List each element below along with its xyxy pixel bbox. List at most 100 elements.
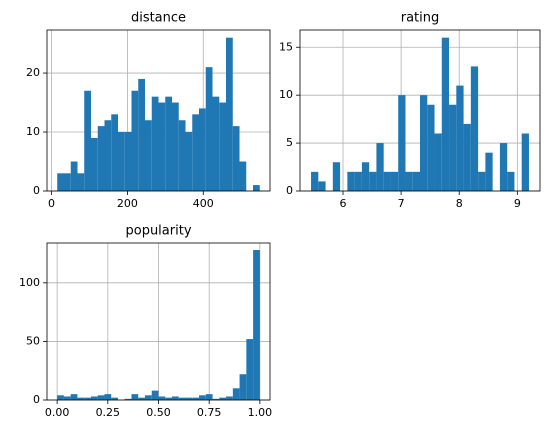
bar	[219, 397, 227, 400]
bar	[361, 162, 370, 191]
bar	[226, 396, 233, 400]
axes-frame	[299, 29, 541, 192]
bar	[97, 126, 105, 191]
x-tick-label: 0	[48, 197, 55, 210]
bar	[427, 104, 435, 191]
y-tick-label: 0	[33, 184, 40, 197]
bar	[253, 250, 260, 400]
bar	[441, 37, 450, 191]
y-tick-label: 5	[286, 136, 293, 149]
bar	[57, 395, 64, 400]
bar	[144, 395, 152, 400]
bar	[77, 173, 85, 191]
y-tick-label: 10	[279, 88, 293, 101]
bar	[212, 96, 220, 191]
bar	[507, 171, 515, 191]
bar	[90, 137, 98, 191]
bar	[172, 396, 179, 400]
x-tick-label: 6	[340, 197, 347, 210]
bar	[463, 123, 471, 191]
bar	[347, 171, 355, 191]
x-tick-label: 9	[514, 197, 521, 210]
x-tick-label: 1.00	[248, 406, 273, 419]
y-tick-label: 15	[279, 40, 293, 53]
bar	[499, 143, 508, 191]
bar	[165, 397, 173, 400]
bar	[158, 102, 166, 191]
y-tick-label: 0	[286, 184, 293, 197]
bar	[172, 102, 179, 191]
subplot-title: rating	[401, 11, 440, 26]
bar	[485, 152, 493, 191]
bar	[420, 95, 428, 191]
bar	[205, 394, 213, 400]
bar	[253, 185, 260, 191]
bar	[63, 396, 71, 400]
bar	[390, 171, 399, 191]
bar	[434, 133, 442, 191]
bar	[205, 67, 213, 191]
bar	[178, 120, 186, 191]
bar	[70, 394, 78, 400]
x-tick-label: 0.00	[45, 406, 70, 419]
subplot-title: popularity	[125, 224, 191, 239]
bar	[405, 171, 413, 191]
bar	[151, 96, 159, 191]
bar	[77, 397, 85, 400]
bar	[212, 398, 220, 400]
bar	[449, 104, 457, 191]
bar	[90, 396, 98, 400]
axes-frame	[46, 29, 271, 192]
bar	[138, 78, 145, 191]
bar	[84, 397, 91, 400]
bar	[144, 120, 152, 191]
bar	[246, 339, 254, 400]
bar	[185, 132, 193, 191]
bar	[412, 171, 420, 191]
x-tick-label: 400	[193, 197, 214, 210]
bar	[199, 395, 206, 400]
bar	[239, 374, 247, 400]
bar	[111, 114, 118, 191]
bar	[311, 171, 319, 191]
bar	[104, 120, 112, 191]
bar	[97, 395, 105, 400]
y-tick-label: 100	[19, 276, 40, 289]
bar	[131, 394, 139, 400]
bar	[470, 66, 479, 191]
bar	[226, 37, 233, 191]
bar	[369, 171, 377, 191]
bar	[57, 173, 64, 191]
bar	[219, 102, 227, 191]
bar	[232, 126, 240, 191]
bar	[158, 396, 166, 400]
x-tick-label: 7	[398, 197, 405, 210]
bar	[84, 90, 91, 191]
x-tick-label: 0.25	[96, 406, 121, 419]
bar	[124, 132, 132, 191]
bar	[232, 388, 240, 400]
bar	[456, 85, 464, 191]
y-tick-label: 20	[26, 66, 40, 79]
bar	[192, 114, 200, 191]
x-tick-label: 0.50	[146, 406, 171, 419]
bar	[131, 90, 139, 191]
y-tick-label: 0	[33, 393, 40, 406]
bar	[151, 390, 159, 400]
bar	[478, 171, 486, 191]
x-tick-label: 8	[456, 197, 463, 210]
bar	[239, 161, 247, 191]
bar	[117, 132, 125, 191]
bar	[199, 108, 206, 191]
bar	[332, 162, 341, 191]
bar	[104, 394, 112, 400]
bar	[376, 143, 384, 191]
bar	[70, 161, 78, 191]
bar	[178, 397, 186, 400]
bar	[63, 173, 71, 191]
bar	[138, 397, 145, 400]
y-tick-label: 50	[26, 334, 40, 347]
bar	[185, 397, 193, 400]
bar	[111, 397, 118, 400]
